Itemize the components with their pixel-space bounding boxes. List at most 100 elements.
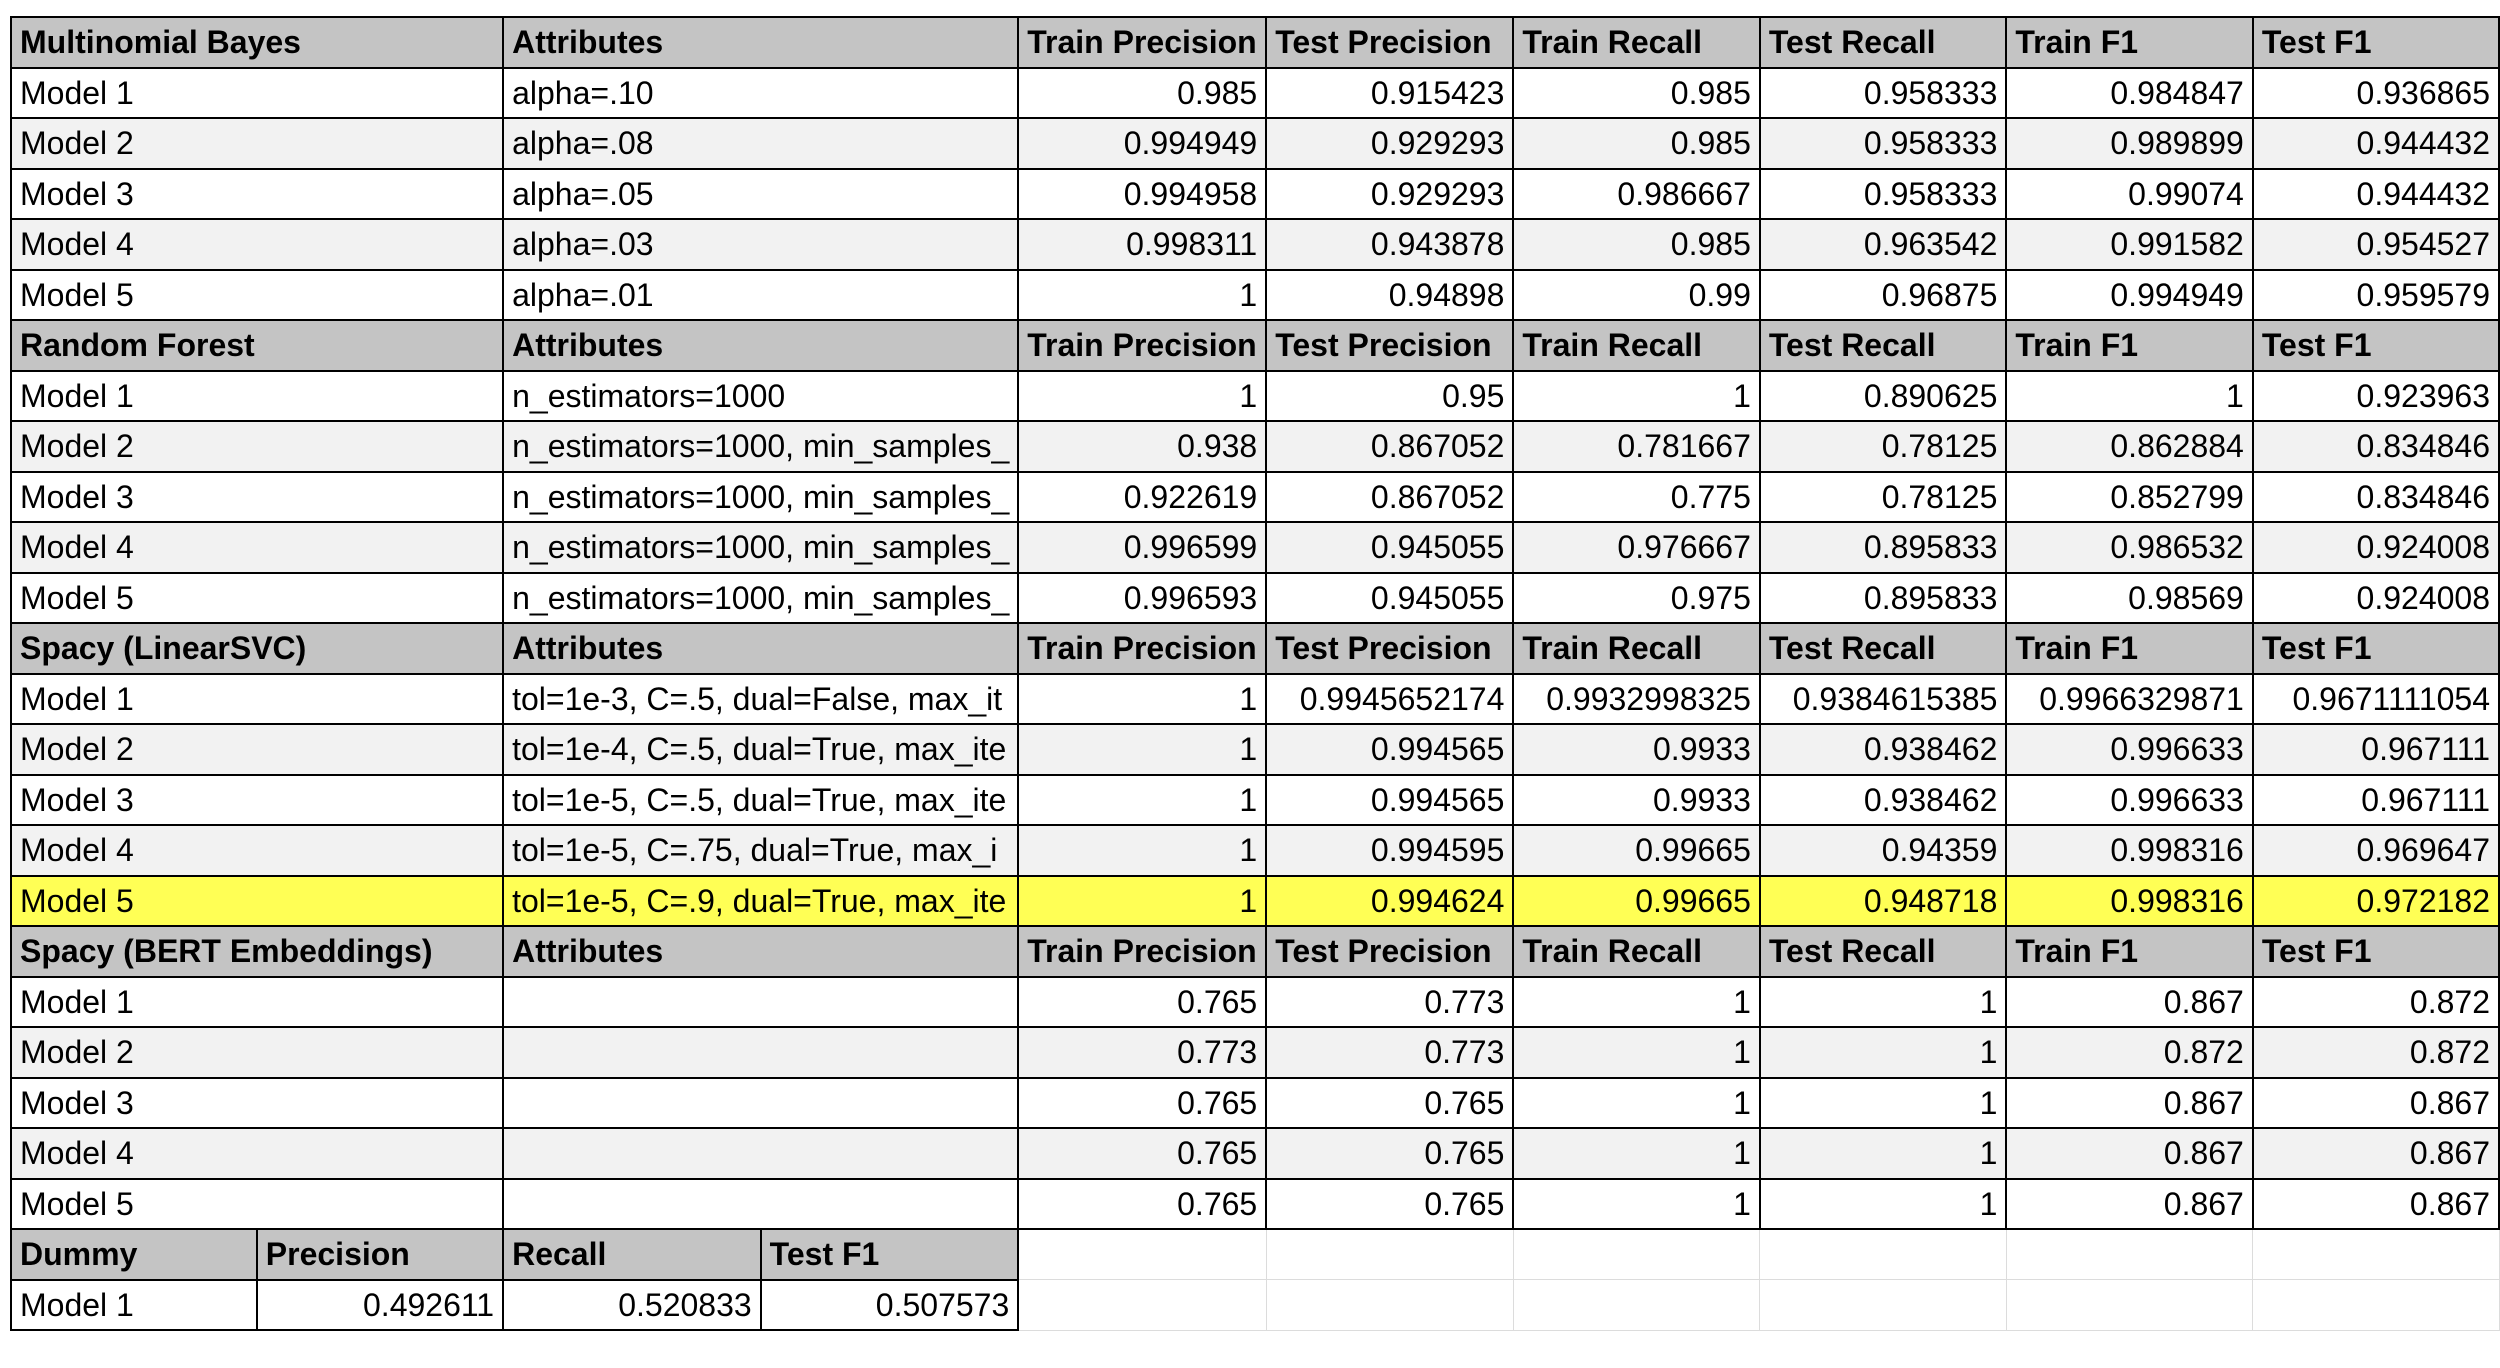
metric-cell[interactable]: 0.996633 xyxy=(2005,723,2254,776)
column-header-cell[interactable]: Train F1 xyxy=(2005,622,2254,675)
metric-cell[interactable]: 1 xyxy=(1512,369,1761,422)
metric-cell[interactable]: 0.765 xyxy=(1265,1127,1515,1180)
column-header-cell[interactable]: Attributes xyxy=(502,622,1020,675)
attributes-cell[interactable] xyxy=(502,975,1020,1028)
metric-cell[interactable]: 1 xyxy=(1512,1076,1761,1129)
metric-cell[interactable]: 0.765 xyxy=(1017,1127,1268,1180)
metric-cell[interactable]: 1 xyxy=(1017,268,1268,321)
attributes-cell[interactable]: alpha=.08 xyxy=(502,117,1020,170)
metric-cell[interactable]: 0.938462 xyxy=(1758,723,2008,776)
model-name-cell[interactable]: Model 4 xyxy=(9,218,505,271)
metric-cell[interactable]: 0.994565 xyxy=(1265,723,1515,776)
metric-cell[interactable]: 0.94359 xyxy=(1758,824,2008,877)
metric-cell[interactable]: 0.924008 xyxy=(2251,571,2500,624)
metric-cell[interactable]: 0.994624 xyxy=(1265,874,1515,927)
metric-cell[interactable]: 0.938462 xyxy=(1758,773,2008,826)
metric-cell[interactable]: 0.996593 xyxy=(1017,571,1268,624)
column-header-cell[interactable]: Attributes xyxy=(502,319,1020,372)
column-header-cell[interactable]: Test Precision xyxy=(1265,319,1515,372)
metric-cell[interactable]: 0.78125 xyxy=(1758,420,2008,473)
column-header-cell[interactable]: Test Precision xyxy=(1265,622,1515,675)
metric-cell[interactable]: 1 xyxy=(1758,1127,2008,1180)
metric-cell[interactable]: 0.9933 xyxy=(1512,723,1761,776)
metric-cell[interactable]: 0.834846 xyxy=(2251,470,2500,523)
empty-cell[interactable] xyxy=(1512,1279,1761,1331)
metric-cell[interactable]: 0.936865 xyxy=(2251,66,2500,119)
metric-cell[interactable]: 0.492611 xyxy=(255,1278,505,1331)
metric-cell[interactable]: 0.890625 xyxy=(1758,369,2008,422)
metric-cell[interactable]: 0.958333 xyxy=(1758,167,2008,220)
attributes-cell[interactable]: n_estimators=1000 xyxy=(502,369,1020,422)
metric-cell[interactable]: 1 xyxy=(1512,1127,1761,1180)
model-name-cell[interactable]: Model 5 xyxy=(9,571,505,624)
empty-cell[interactable] xyxy=(1265,1279,1514,1331)
metric-cell[interactable]: 0.765 xyxy=(1017,975,1268,1028)
column-header-cell[interactable]: Train Recall xyxy=(1512,319,1761,372)
model-name-cell[interactable]: Model 4 xyxy=(9,824,505,877)
model-name-cell[interactable]: Model 1 xyxy=(9,975,505,1028)
metric-cell[interactable]: 0.9671111054 xyxy=(2251,672,2500,725)
metric-cell[interactable]: 0.99074 xyxy=(2005,167,2254,220)
metric-cell[interactable]: 0.959579 xyxy=(2251,268,2500,321)
column-header-cell[interactable]: Test Precision xyxy=(1265,16,1515,69)
metric-cell[interactable]: 0.78125 xyxy=(1758,470,2008,523)
metric-cell[interactable]: 0.765 xyxy=(1265,1177,1515,1230)
attributes-cell[interactable]: alpha=.03 xyxy=(502,218,1020,271)
attributes-cell[interactable]: n_estimators=1000, min_samples_ xyxy=(502,521,1020,574)
metric-cell[interactable]: 0.998311 xyxy=(1017,218,1268,271)
column-header-cell[interactable]: Train Recall xyxy=(1512,925,1761,978)
model-name-cell[interactable]: Model 3 xyxy=(9,470,505,523)
metric-cell[interactable]: 0.9932998325 xyxy=(1512,672,1761,725)
attributes-cell[interactable]: tol=1e-4, C=.5, dual=True, max_ite xyxy=(502,723,1020,776)
column-header-cell[interactable]: Precision xyxy=(255,1228,505,1281)
metric-cell[interactable]: 0.967111 xyxy=(2251,723,2500,776)
attributes-cell[interactable]: tol=1e-3, C=.5, dual=False, max_it xyxy=(502,672,1020,725)
model-name-cell[interactable]: Model 1 xyxy=(9,66,505,119)
model-name-cell[interactable]: Model 2 xyxy=(9,117,505,170)
metric-cell[interactable]: 0.958333 xyxy=(1758,117,2008,170)
metric-cell[interactable]: 0.94898 xyxy=(1265,268,1515,321)
empty-cell[interactable] xyxy=(2252,1279,2500,1331)
metric-cell[interactable]: 0.867 xyxy=(2005,975,2254,1028)
metric-cell[interactable]: 0.862884 xyxy=(2005,420,2254,473)
column-header-cell[interactable]: Train F1 xyxy=(2005,319,2254,372)
metric-cell[interactable]: 0.99 xyxy=(1512,268,1761,321)
metric-cell[interactable]: 0.895833 xyxy=(1758,521,2008,574)
metric-cell[interactable]: 0.944432 xyxy=(2251,117,2500,170)
metric-cell[interactable]: 0.922619 xyxy=(1017,470,1268,523)
metric-cell[interactable]: 0.975 xyxy=(1512,571,1761,624)
metric-cell[interactable]: 0.938 xyxy=(1017,420,1268,473)
metric-cell[interactable]: 0.994595 xyxy=(1265,824,1515,877)
metric-cell[interactable]: 0.96875 xyxy=(1758,268,2008,321)
column-header-cell[interactable]: Attributes xyxy=(502,16,1020,69)
column-header-cell[interactable]: Test F1 xyxy=(2251,925,2500,978)
section-title-cell[interactable]: Multinomial Bayes xyxy=(9,16,505,69)
metric-cell[interactable]: 0.972182 xyxy=(2251,874,2500,927)
metric-cell[interactable]: 0.867052 xyxy=(1265,420,1515,473)
metric-cell[interactable]: 1 xyxy=(1512,975,1761,1028)
metric-cell[interactable]: 1 xyxy=(1512,1177,1761,1230)
metric-cell[interactable]: 0.507573 xyxy=(759,1278,1020,1331)
metric-cell[interactable]: 1 xyxy=(1017,824,1268,877)
metric-cell[interactable]: 0.895833 xyxy=(1758,571,2008,624)
model-name-cell[interactable]: Model 2 xyxy=(9,420,505,473)
column-header-cell[interactable]: Test F1 xyxy=(2251,16,2500,69)
model-name-cell[interactable]: Model 3 xyxy=(9,167,505,220)
metric-cell[interactable]: 1 xyxy=(1758,1026,2008,1079)
column-header-cell[interactable]: Train F1 xyxy=(2005,925,2254,978)
empty-cell[interactable] xyxy=(2005,1228,2254,1280)
metric-cell[interactable]: 0.872 xyxy=(2005,1026,2254,1079)
model-name-cell[interactable]: Model 2 xyxy=(9,1026,505,1079)
metric-cell[interactable]: 1 xyxy=(2005,369,2254,422)
metric-cell[interactable]: 0.929293 xyxy=(1265,167,1515,220)
metric-cell[interactable]: 0.923963 xyxy=(2251,369,2500,422)
attributes-cell[interactable]: alpha=.10 xyxy=(502,66,1020,119)
metric-cell[interactable]: 0.867 xyxy=(2251,1076,2500,1129)
attributes-cell[interactable]: n_estimators=1000, min_samples_ xyxy=(502,420,1020,473)
empty-cell[interactable] xyxy=(1017,1228,1267,1280)
section-title-cell[interactable]: Spacy (BERT Embeddings) xyxy=(9,925,505,978)
column-header-cell[interactable]: Train F1 xyxy=(2005,16,2254,69)
model-name-cell[interactable]: Model 5 xyxy=(9,874,505,927)
attributes-cell[interactable]: n_estimators=1000, min_samples_ xyxy=(502,470,1020,523)
metric-cell[interactable]: 0.994949 xyxy=(1017,117,1268,170)
